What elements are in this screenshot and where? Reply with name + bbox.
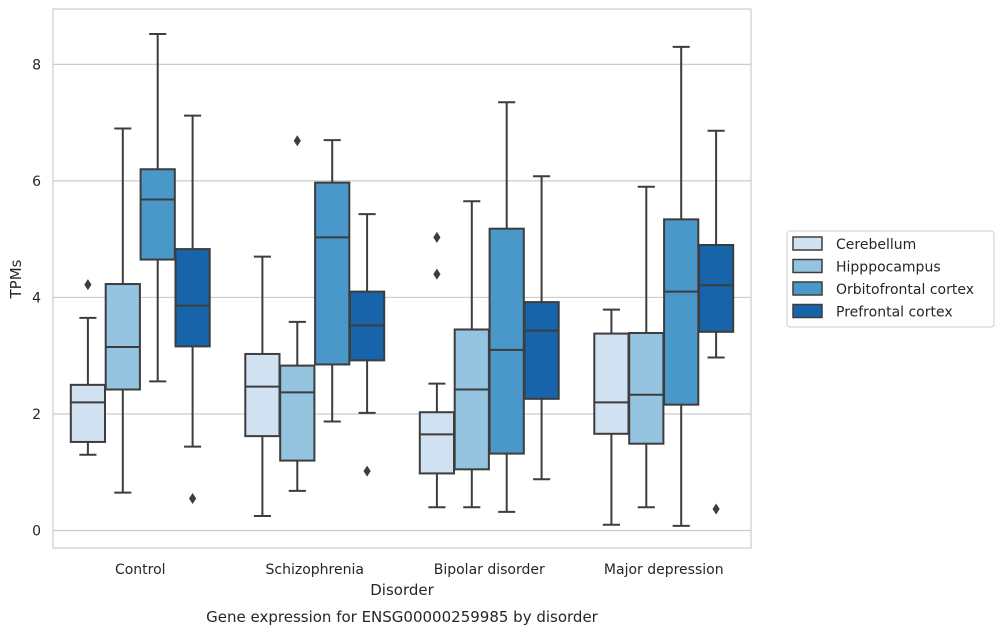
box-plot	[593, 308, 630, 526]
legend-frame	[786, 230, 995, 328]
legend-label: Hipppocampus	[836, 260, 941, 276]
box-plot	[314, 139, 351, 423]
box-plot	[69, 279, 107, 456]
box	[663, 218, 700, 406]
box	[279, 364, 316, 462]
chart-caption: Gene expression for ENSG00000259985 by d…	[206, 608, 599, 626]
y-tick-label: 2	[32, 407, 41, 423]
box	[104, 283, 141, 391]
box	[488, 227, 525, 455]
x-axis-label: Disorder	[370, 581, 434, 599]
outlier-marker	[433, 231, 441, 243]
box-plot	[697, 129, 735, 515]
box-plot	[348, 213, 386, 477]
legend-entries: Cerebellum Hipppocampus Orbitofrontal cort…	[792, 236, 974, 321]
outlier-marker	[84, 279, 92, 291]
legend-label: Orbitofrontal cortex	[836, 282, 974, 298]
box-plot	[139, 33, 176, 383]
box-plot	[244, 255, 281, 517]
y-axis-ticks: 0 2 4 6 8	[32, 57, 41, 539]
box	[174, 248, 211, 348]
y-tick-label: 4	[32, 290, 41, 306]
box	[69, 383, 107, 443]
legend: Cerebellum Hipppocampus Orbitofrontal cort…	[786, 230, 995, 328]
legend-swatch	[792, 281, 823, 296]
box	[593, 332, 630, 435]
x-tick-label: Schizophrenia	[266, 562, 364, 578]
box	[697, 243, 735, 333]
plot-area	[52, 8, 752, 549]
box	[628, 331, 665, 445]
box-plot	[279, 135, 316, 492]
box-plot	[453, 200, 490, 509]
box-plot	[663, 45, 700, 527]
legend-swatch	[792, 258, 823, 274]
outlier-marker	[712, 503, 720, 515]
box	[139, 168, 176, 261]
box-plot	[418, 231, 456, 509]
x-tick-label: Major depression	[604, 562, 724, 578]
x-axis-ticks: Control Schizophrenia Bipolar disorder Majo…	[115, 562, 724, 578]
box-plots	[69, 33, 735, 527]
box	[314, 181, 351, 366]
x-tick-label: Control	[115, 562, 166, 578]
box	[523, 301, 560, 400]
legend-swatch	[792, 303, 823, 319]
box	[453, 328, 490, 471]
outlier-marker	[363, 465, 371, 477]
y-tick-label: 6	[32, 174, 41, 190]
box	[418, 411, 456, 475]
box-plot	[523, 175, 560, 481]
box	[244, 352, 281, 438]
outlier-marker	[433, 268, 441, 280]
legend-label: Cerebellum	[836, 237, 916, 253]
y-axis-label: TPMs	[7, 259, 25, 299]
box-plot	[174, 114, 211, 504]
legend-swatch	[792, 236, 823, 251]
outlier-marker	[189, 492, 197, 504]
legend-label: Prefrontal cortex	[836, 305, 953, 321]
x-tick-label: Bipolar disorder	[434, 562, 545, 578]
y-tick-label: 8	[32, 57, 41, 73]
outlier-marker	[293, 135, 301, 147]
box-plot	[104, 127, 141, 494]
box-plot	[628, 185, 665, 509]
y-tick-label: 0	[32, 524, 41, 540]
